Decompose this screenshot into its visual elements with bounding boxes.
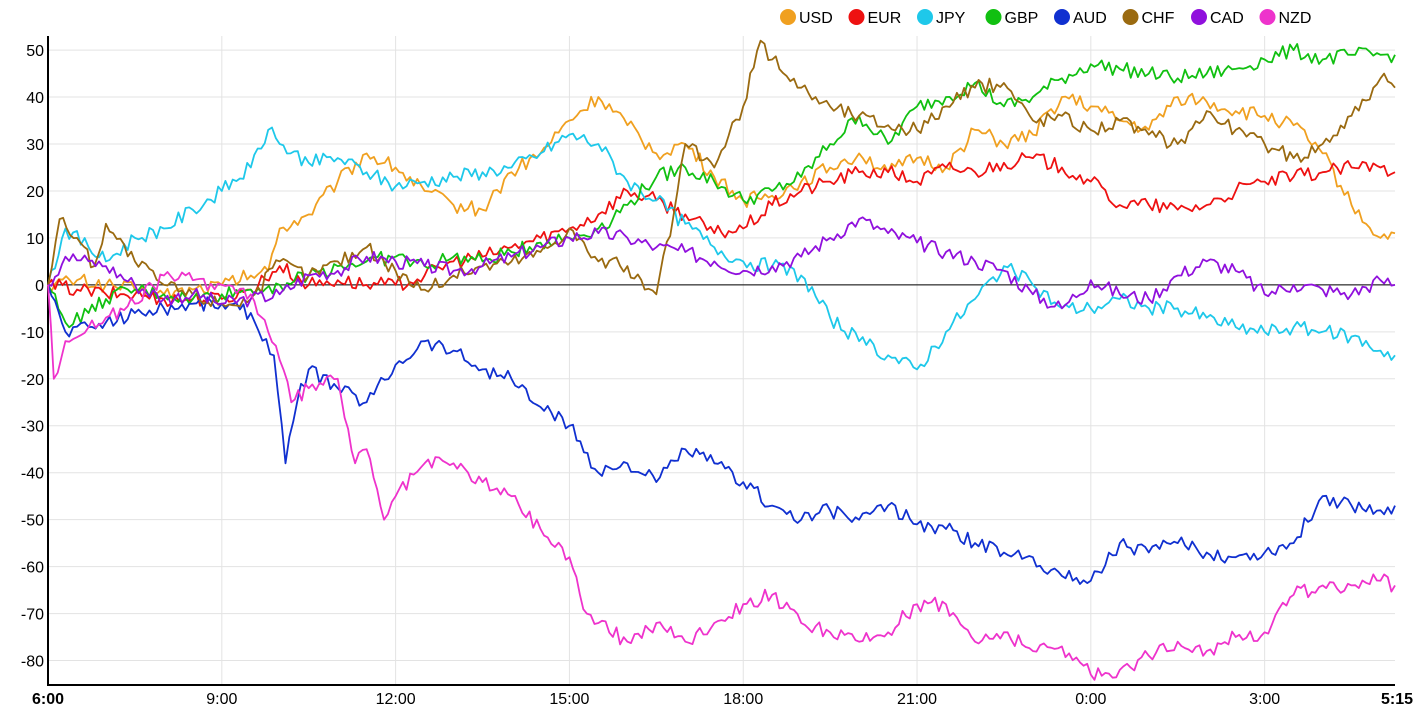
series-line-eur — [47, 152, 1396, 308]
y-tick-label: 50 — [26, 43, 44, 60]
legend-label: EUR — [868, 10, 902, 27]
legend-label: JPY — [936, 10, 966, 27]
legend: USD EUR JPY GBP AUD CHF CAD NZD — [780, 9, 1311, 27]
legend-item-nzd[interactable]: NZD — [1259, 9, 1312, 27]
legend-item-chf[interactable]: CHF — [1122, 9, 1175, 27]
series-lines — [47, 39, 1396, 681]
y-tick-label: 20 — [26, 184, 44, 201]
y-tick-label: -20 — [21, 372, 44, 389]
legend-swatch — [1122, 9, 1139, 25]
legend-item-jpy[interactable]: JPY — [917, 9, 966, 27]
y-tick-label: -70 — [21, 607, 44, 624]
y-tick-label: -40 — [21, 466, 44, 483]
x-tick-label: 0:00 — [1075, 691, 1106, 708]
legend-label: CAD — [1210, 10, 1244, 27]
legend-swatch — [917, 9, 933, 25]
series-line-gbp — [47, 43, 1396, 329]
y-tick-label: 10 — [26, 231, 44, 248]
legend-item-eur[interactable]: EUR — [848, 9, 902, 27]
legend-label: GBP — [1005, 10, 1039, 27]
legend-item-aud[interactable]: AUD — [1054, 9, 1107, 27]
legend-label: CHF — [1142, 10, 1175, 27]
y-tick-label: -60 — [21, 560, 44, 577]
series-line-aud — [47, 284, 1396, 585]
y-tick-label: 30 — [26, 137, 44, 154]
legend-label: USD — [799, 10, 833, 27]
x-tick-label: 3:00 — [1249, 691, 1280, 708]
legend-swatch — [985, 9, 1002, 25]
y-tick-label: -10 — [21, 325, 44, 342]
legend-swatch — [1191, 9, 1207, 25]
x-tick-label: 21:00 — [897, 691, 937, 708]
legend-swatch — [848, 9, 865, 25]
axes: -80 -70 -60 -50 -40 -30 -20 -10 0 10 20 30 40 50 6:00 9… — [21, 36, 1413, 708]
legend-item-cad[interactable]: CAD — [1191, 9, 1244, 27]
x-tick-label: 9:00 — [206, 691, 237, 708]
series-line-usd — [47, 92, 1396, 300]
legend-swatch — [1259, 9, 1276, 25]
grid — [48, 36, 1395, 684]
legend-swatch — [780, 9, 796, 25]
x-tick-label: 5:15 — [1381, 691, 1413, 708]
x-tick-label: 18:00 — [723, 691, 763, 708]
legend-label: AUD — [1073, 10, 1107, 27]
series-line-cad — [47, 216, 1396, 310]
series-line-jpy — [47, 126, 1396, 371]
legend-item-gbp[interactable]: GBP — [985, 9, 1039, 27]
y-tick-label: 40 — [26, 90, 44, 107]
y-tick-label: -80 — [21, 654, 44, 671]
y-tick-label: -50 — [21, 513, 44, 530]
legend-item-usd[interactable]: USD — [780, 9, 833, 27]
x-tick-label: 6:00 — [32, 691, 64, 708]
x-tick-label: 15:00 — [549, 691, 589, 708]
y-tick-label: -30 — [21, 419, 44, 436]
legend-label: NZD — [1279, 10, 1312, 27]
x-tick-label: 12:00 — [376, 691, 416, 708]
legend-swatch — [1054, 9, 1070, 25]
series-line-nzd — [47, 271, 1396, 681]
series-line-chf — [47, 39, 1396, 308]
y-tick-label: 0 — [35, 278, 44, 295]
